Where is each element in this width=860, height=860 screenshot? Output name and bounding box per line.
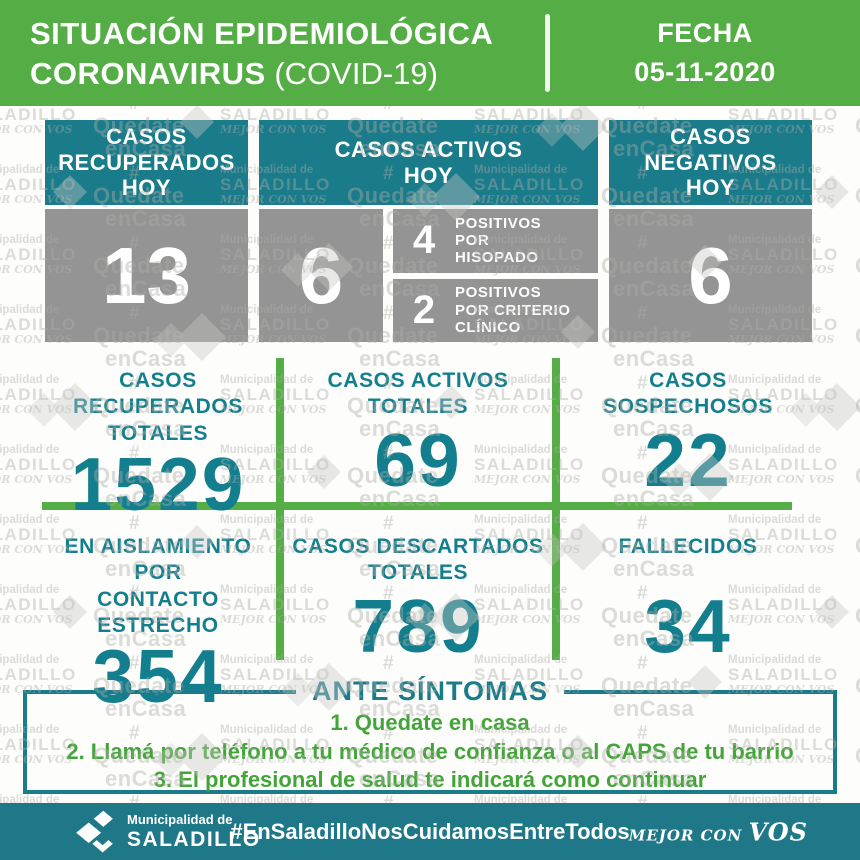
discarded-cell: CASOS DESCARTADOS TOTALES 789 bbox=[284, 522, 552, 664]
symptoms-box: ANTE SÍNTOMAS 1. Quedate en casa 2. Llam… bbox=[23, 676, 837, 795]
total-suspected-label: CASOS SOSPECHOSOS bbox=[603, 369, 773, 419]
isolation-label: EN AISLAMIENTO POR CONTACTO ESTRECHO bbox=[64, 535, 252, 637]
breakdown-clinico: 2 POSITIVOS POR CRITERIO CLÍNICO bbox=[393, 278, 598, 342]
header-title-line1: SITUACIÓN EPIDEMIOLÓGICA bbox=[30, 16, 494, 52]
total-recovered-value: 1529 bbox=[70, 441, 246, 526]
fecha-value: 05-11-2020 bbox=[634, 57, 776, 87]
footer-slogan-big: VOS bbox=[748, 817, 808, 846]
fecha-block: FECHA 05-11-2020 bbox=[550, 14, 860, 92]
isolation-cell: EN AISLAMIENTO POR CONTACTO ESTRECHO 354 bbox=[40, 522, 276, 714]
deceased-cell: FALLECIDOS 34 bbox=[560, 522, 816, 664]
header-banner: SITUACIÓN EPIDEMIOLÓGICA CORONAVIRUS (CO… bbox=[0, 0, 860, 106]
header-title: SITUACIÓN EPIDEMIOLÓGICA CORONAVIRUS (CO… bbox=[0, 13, 545, 92]
header-title-line2: CORONAVIRUS (COVID-19) bbox=[30, 55, 545, 92]
symptoms-title: ANTE SÍNTOMAS bbox=[295, 676, 565, 707]
total-recovered-cell: CASOS RECUPERADOS TOTALES 1529 bbox=[40, 356, 276, 521]
header-title-covid: (COVID-19) bbox=[265, 56, 438, 92]
recovered-today-label: CASOS RECUPERADOS HOY bbox=[45, 120, 248, 205]
recovered-today-value: 13 bbox=[45, 209, 248, 342]
total-recovered-label: CASOS RECUPERADOS TOTALES bbox=[73, 369, 243, 445]
total-active-value: 69 bbox=[374, 418, 462, 502]
deceased-label: FALLECIDOS bbox=[618, 535, 758, 558]
total-suspected-cell: CASOS SOSPECHOSOS 22 bbox=[560, 356, 816, 498]
footer-slogan-small: MEJOR CON bbox=[628, 826, 749, 844]
active-today-label: CASOS ACTIVOS HOY bbox=[259, 120, 598, 205]
active-today-card: CASOS ACTIVOS HOY 6 4 POSITIVOS POR HISO… bbox=[259, 120, 598, 342]
totals-grid: CASOS RECUPERADOS TOTALES 1529 CASOS ACT… bbox=[0, 350, 860, 714]
total-active-cell: CASOS ACTIVOS TOTALES 69 bbox=[284, 356, 552, 498]
symptom-item-1: 1. Quedate en casa bbox=[330, 710, 530, 735]
active-breakdown: 4 POSITIVOS POR HISOPADO 2 POSITIVOS POR… bbox=[393, 209, 598, 342]
header-divider bbox=[545, 14, 550, 92]
org-name-big: SALADILLO bbox=[127, 827, 261, 851]
org-name-small: Municipalidad de bbox=[127, 812, 233, 828]
footer-slogan: MEJOR CON VOS bbox=[629, 817, 808, 846]
discarded-label: CASOS DESCARTADOS TOTALES bbox=[292, 535, 544, 585]
active-today-detail: 6 4 POSITIVOS POR HISOPADO 2 POSITIVOS P… bbox=[259, 209, 598, 342]
deceased-value: 34 bbox=[644, 584, 732, 668]
recovered-today-card: CASOS RECUPERADOS HOY 13 bbox=[45, 120, 248, 342]
symptom-item-3: 3. El profesional de salud te indicará c… bbox=[153, 767, 707, 793]
breakdown-clinico-value: 2 bbox=[412, 287, 436, 332]
isolation-value: 354 bbox=[92, 634, 224, 718]
footer-org-text: Municipalidad de SALADILLO bbox=[127, 812, 261, 851]
discarded-value: 789 bbox=[352, 584, 484, 668]
symptoms-list: 1. Quedate en casa 2. Llamá por teléfono… bbox=[27, 694, 833, 795]
breakdown-hisopado: 4 POSITIVOS POR HISOPADO bbox=[393, 209, 598, 273]
negative-today-label: CASOS NEGATIVOS HOY bbox=[609, 120, 812, 205]
active-today-value: 6 bbox=[259, 209, 383, 342]
saladillo-logo-icon bbox=[76, 810, 113, 853]
total-suspected-value: 22 bbox=[644, 418, 732, 502]
footer-banner: Municipalidad de SALADILLO #EnSaladilloN… bbox=[0, 803, 860, 860]
breakdown-hisopado-value: 4 bbox=[412, 218, 436, 263]
breakdown-clinico-label: POSITIVOS POR CRITERIO CLÍNICO bbox=[455, 284, 571, 336]
header-title-coronavirus: CORONAVIRUS bbox=[30, 56, 266, 92]
today-stats-row: CASOS RECUPERADOS HOY 13 CASOS ACTIVOS H… bbox=[45, 120, 812, 342]
total-active-label: CASOS ACTIVOS TOTALES bbox=[327, 369, 509, 419]
symptom-item-2: 2. Llamá por teléfono a tu médico de con… bbox=[66, 738, 794, 764]
footer-hashtag: #EnSaladilloNosCuidamosEntreTodos bbox=[230, 818, 630, 844]
fecha-label: FECHA bbox=[657, 17, 753, 48]
footer-org: Municipalidad de SALADILLO bbox=[74, 809, 261, 855]
grid-horizontal-line bbox=[42, 502, 792, 510]
negative-today-card: CASOS NEGATIVOS HOY 6 bbox=[609, 120, 812, 342]
diamond-watermark-icon bbox=[815, 175, 849, 209]
negative-today-value: 6 bbox=[609, 209, 812, 342]
breakdown-hisopado-label: POSITIVOS POR HISOPADO bbox=[455, 214, 542, 267]
